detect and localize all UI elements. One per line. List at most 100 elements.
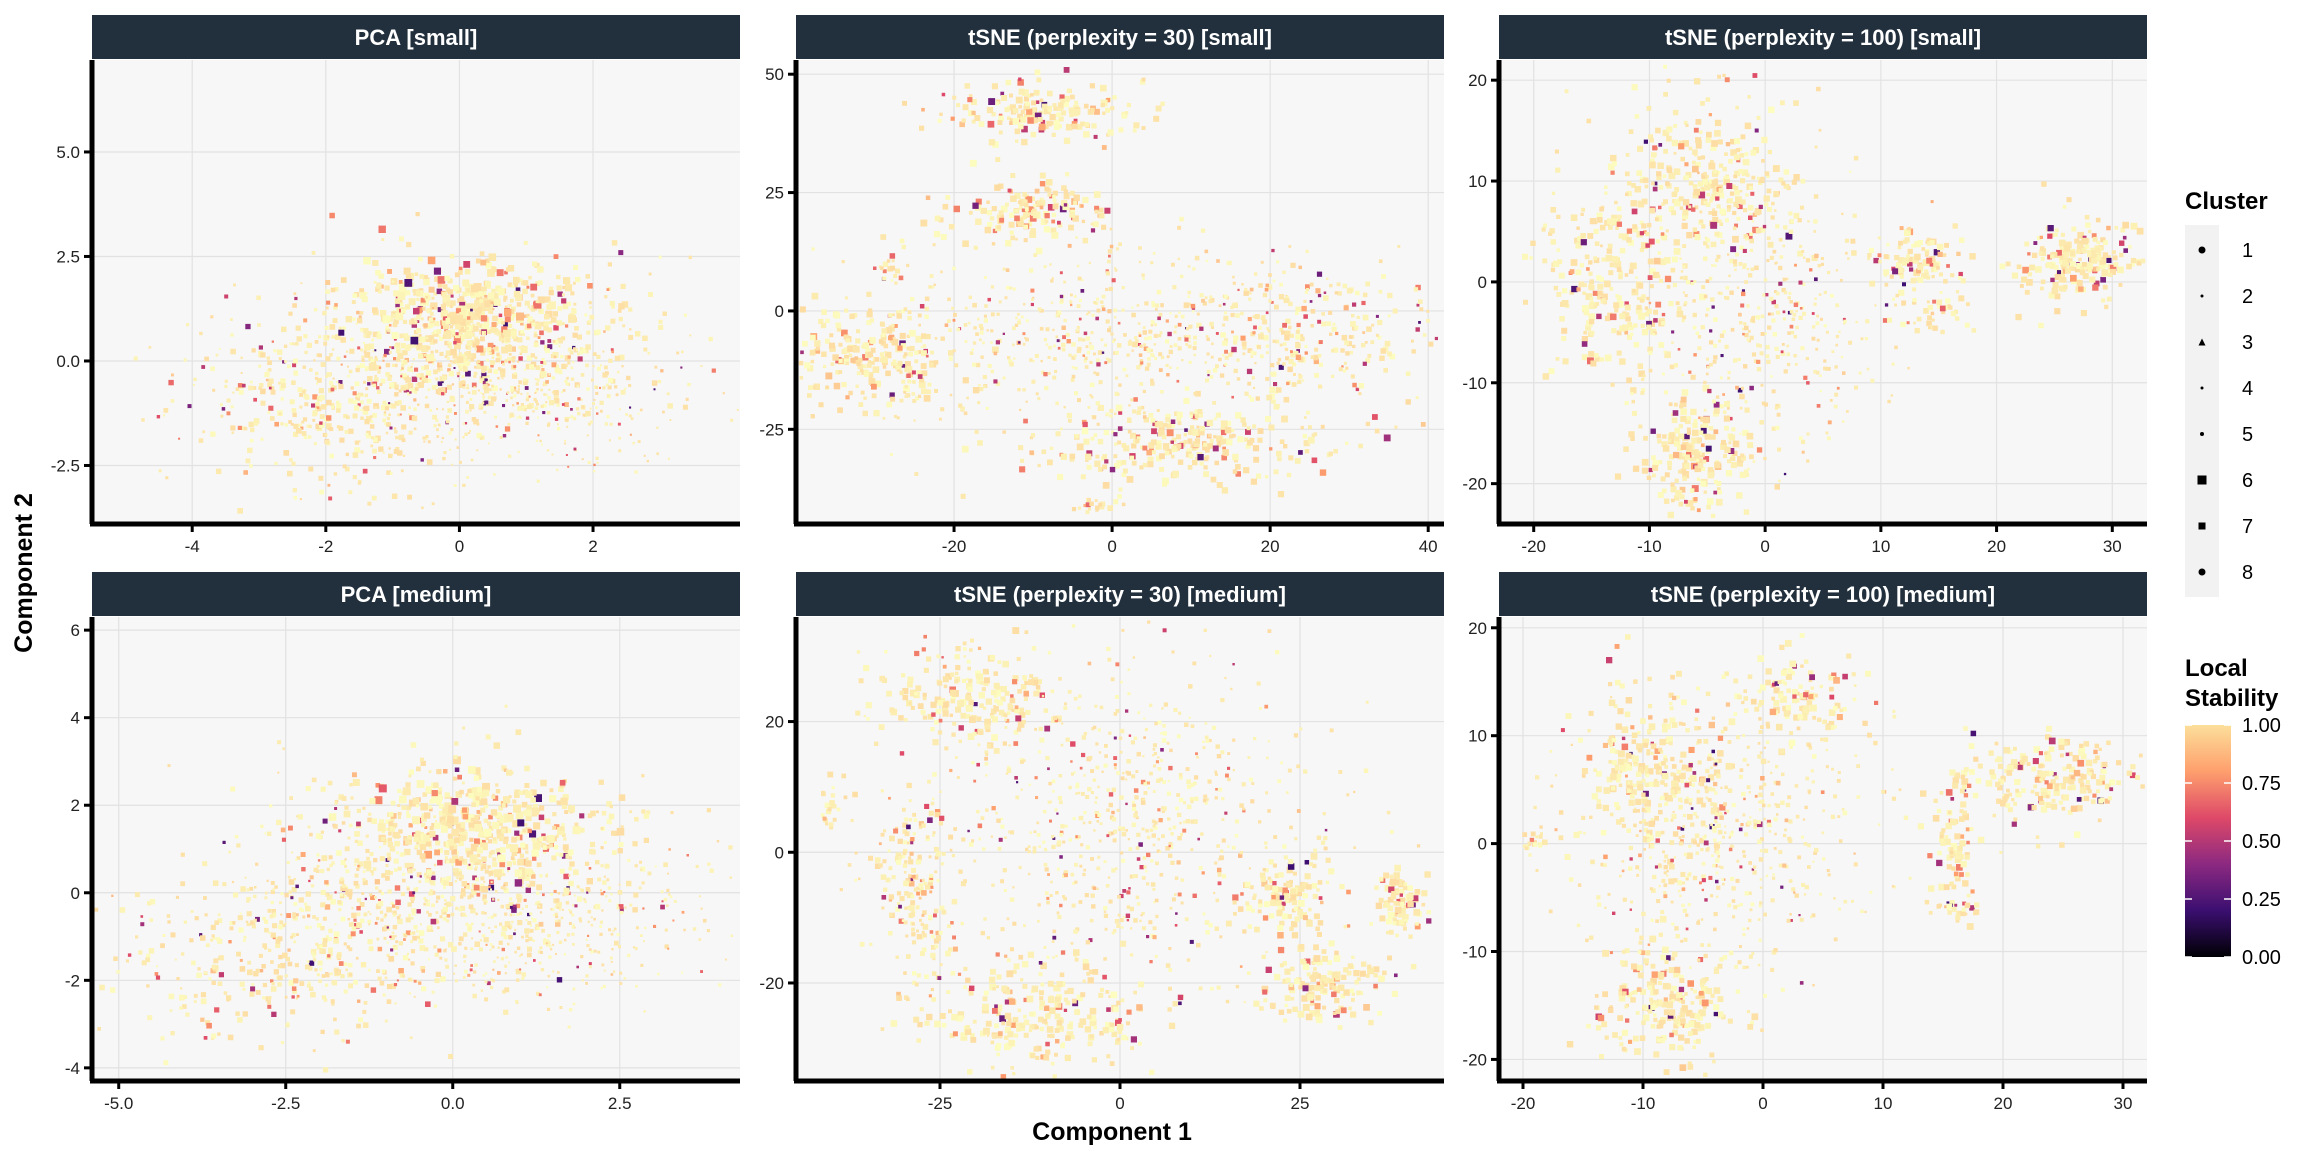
data-point	[1926, 321, 1932, 327]
data-point	[1300, 337, 1305, 342]
data-point	[524, 241, 528, 245]
data-point	[1080, 122, 1085, 127]
data-point	[441, 304, 446, 309]
data-point	[460, 383, 462, 385]
data-point	[1069, 113, 1073, 117]
data-point	[890, 253, 896, 259]
data-point	[434, 321, 439, 326]
data-point	[2061, 233, 2065, 237]
data-point	[1358, 444, 1363, 449]
data-point	[375, 406, 377, 408]
data-point	[1261, 261, 1264, 264]
data-point	[496, 353, 500, 357]
data-point	[954, 363, 958, 367]
data-point	[900, 239, 905, 244]
data-point	[831, 362, 835, 366]
data-point	[945, 195, 950, 200]
data-point	[385, 406, 389, 410]
data-point	[1930, 240, 1935, 245]
data-point	[1283, 444, 1287, 448]
data-point	[873, 410, 879, 416]
data-point	[1295, 312, 1299, 316]
data-point	[336, 357, 340, 361]
data-point	[237, 508, 243, 514]
data-point	[1086, 345, 1089, 348]
data-point	[323, 342, 327, 346]
data-point	[1242, 341, 1247, 346]
data-point	[1555, 150, 1559, 154]
data-point	[463, 366, 466, 369]
data-point	[1188, 295, 1191, 298]
data-point	[902, 101, 907, 106]
data-point	[1626, 153, 1630, 157]
data-point	[686, 398, 689, 401]
data-point	[2055, 294, 2061, 300]
data-point	[821, 352, 827, 358]
data-point	[1074, 434, 1078, 438]
data-point	[1178, 337, 1182, 341]
data-point	[1162, 482, 1167, 487]
data-point	[988, 121, 995, 128]
data-point	[279, 357, 282, 360]
data-point	[918, 324, 921, 327]
data-point	[1803, 376, 1807, 380]
data-point	[1268, 425, 1274, 431]
data-point	[1013, 357, 1015, 359]
data-point	[1416, 396, 1419, 399]
data-point	[964, 412, 968, 416]
data-point	[547, 339, 551, 343]
data-point	[1296, 330, 1300, 334]
data-point	[1744, 326, 1749, 331]
data-point	[1741, 292, 1745, 296]
data-point	[1098, 467, 1103, 472]
data-point	[587, 434, 589, 436]
data-point	[1588, 260, 1592, 264]
data-point	[1907, 367, 1910, 370]
data-point	[338, 383, 340, 385]
data-point	[1813, 219, 1817, 223]
data-point	[1375, 429, 1380, 434]
data-point	[1262, 315, 1266, 319]
data-point	[339, 438, 344, 443]
data-point	[259, 345, 263, 349]
data-point	[1087, 465, 1092, 470]
data-point	[512, 356, 515, 359]
data-point	[1730, 192, 1734, 196]
data-point	[382, 419, 386, 423]
data-point	[920, 304, 925, 309]
data-point	[1714, 462, 1721, 469]
data-point	[1248, 317, 1252, 321]
data-point	[663, 312, 667, 316]
data-point	[316, 383, 318, 385]
data-point	[1619, 358, 1625, 364]
data-point	[1106, 319, 1110, 323]
data-point	[1701, 443, 1705, 447]
data-point	[473, 375, 476, 378]
data-point	[1226, 382, 1230, 386]
data-point	[1234, 369, 1238, 373]
data-point	[886, 402, 892, 408]
data-point	[1193, 342, 1196, 345]
data-point	[1594, 305, 1597, 308]
data-point	[1940, 306, 1946, 312]
data-point	[1252, 424, 1256, 428]
data-point	[648, 292, 653, 297]
data-point	[1223, 316, 1228, 321]
y-tick-label: -2.5	[51, 456, 80, 475]
data-point	[1740, 190, 1743, 193]
data-point	[193, 384, 195, 386]
data-point	[999, 300, 1002, 303]
data-point	[1383, 368, 1388, 373]
data-point	[1303, 314, 1308, 319]
data-point	[1007, 356, 1010, 359]
data-point	[397, 450, 402, 455]
data-point	[421, 458, 424, 461]
data-point	[498, 288, 505, 295]
data-point	[1035, 354, 1039, 358]
data-point	[368, 331, 372, 335]
data-point	[1801, 250, 1804, 253]
data-point	[303, 334, 307, 338]
data-point	[432, 502, 435, 505]
data-point	[618, 449, 621, 452]
data-point	[141, 418, 144, 421]
